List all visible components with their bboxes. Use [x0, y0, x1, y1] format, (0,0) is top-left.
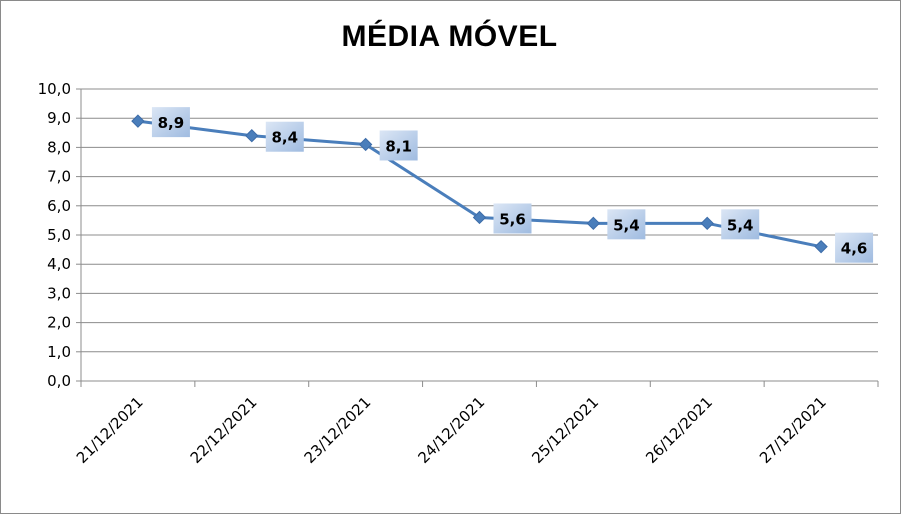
y-tick-label: 8,0 [47, 138, 71, 156]
data-point-marker [586, 216, 601, 231]
x-tick-label: 21/12/2021 [73, 393, 147, 467]
data-label-box [493, 203, 532, 234]
data-label: 8,1 [379, 130, 418, 161]
y-tick-label: 6,0 [47, 197, 71, 215]
data-label-box [379, 130, 418, 161]
data-label: 8,4 [265, 121, 304, 152]
data-label-text: 8,4 [271, 129, 298, 147]
series-line-path [137, 119, 822, 249]
data-label-text: 4,6 [841, 240, 868, 258]
x-tick-label: 23/12/2021 [301, 393, 375, 467]
y-tick-label: 4,0 [47, 255, 71, 273]
data-label: 5,4 [607, 209, 646, 240]
data-label-box [721, 209, 760, 240]
x-tick-labels: 21/12/2021 22/12/2021 23/12/2021 24/12/2021… [73, 393, 830, 467]
data-label-text: 5,4 [613, 216, 640, 234]
data-label-text: 5,6 [499, 210, 526, 228]
data-label-box [607, 209, 646, 240]
data-point-marker [131, 114, 145, 128]
data-label: 5,4 [721, 209, 760, 240]
data-label-box [265, 121, 304, 152]
y-tick-label: 1,0 [47, 343, 71, 361]
data-label: 4,6 [835, 232, 874, 263]
data-label-text: 8,9 [158, 114, 185, 132]
y-tick-label: 3,0 [47, 284, 71, 302]
data-label: 5,6 [493, 203, 532, 234]
x-tick-label: 24/12/2021 [414, 393, 488, 467]
data-point-marker [245, 129, 259, 143]
data-label-text: 5,4 [727, 216, 754, 234]
data-point-marker [472, 210, 487, 225]
y-tick-label: 10,0 [38, 80, 71, 98]
chart-title: MÉDIA MÓVEL [341, 20, 558, 53]
y-tick-label: 9,0 [47, 109, 71, 127]
y-tick-label: 2,0 [47, 314, 71, 332]
data-point-marker [814, 239, 828, 254]
data-label-text: 8,1 [385, 137, 412, 155]
axes [76, 88, 879, 387]
x-tick-label: 22/12/2021 [187, 393, 261, 467]
y-tick-labels: 0,0 1,0 2,0 3,0 4,0 5,0 6,0 7,0 8,0 9,0 10,0 [38, 80, 71, 390]
y-tick-label: 5,0 [47, 226, 71, 244]
data-labels: 8,9 8,4 8,1 5,6 5,4 5,4 4,6 [151, 107, 874, 263]
x-tick-label: 27/12/2021 [756, 393, 830, 467]
data-point-marker [358, 137, 373, 152]
data-label-box [151, 107, 190, 138]
y-tick-label: 0,0 [47, 372, 71, 390]
data-label: 8,9 [151, 107, 190, 138]
data-label-box [835, 232, 874, 263]
data-point-marker [700, 216, 714, 231]
x-tick-label: 25/12/2021 [528, 393, 602, 467]
y-tick-label: 7,0 [47, 168, 71, 186]
x-tick-label: 26/12/2021 [642, 393, 716, 467]
series-markers [131, 114, 828, 254]
gridlines [81, 88, 878, 382]
series-line [137, 119, 822, 249]
